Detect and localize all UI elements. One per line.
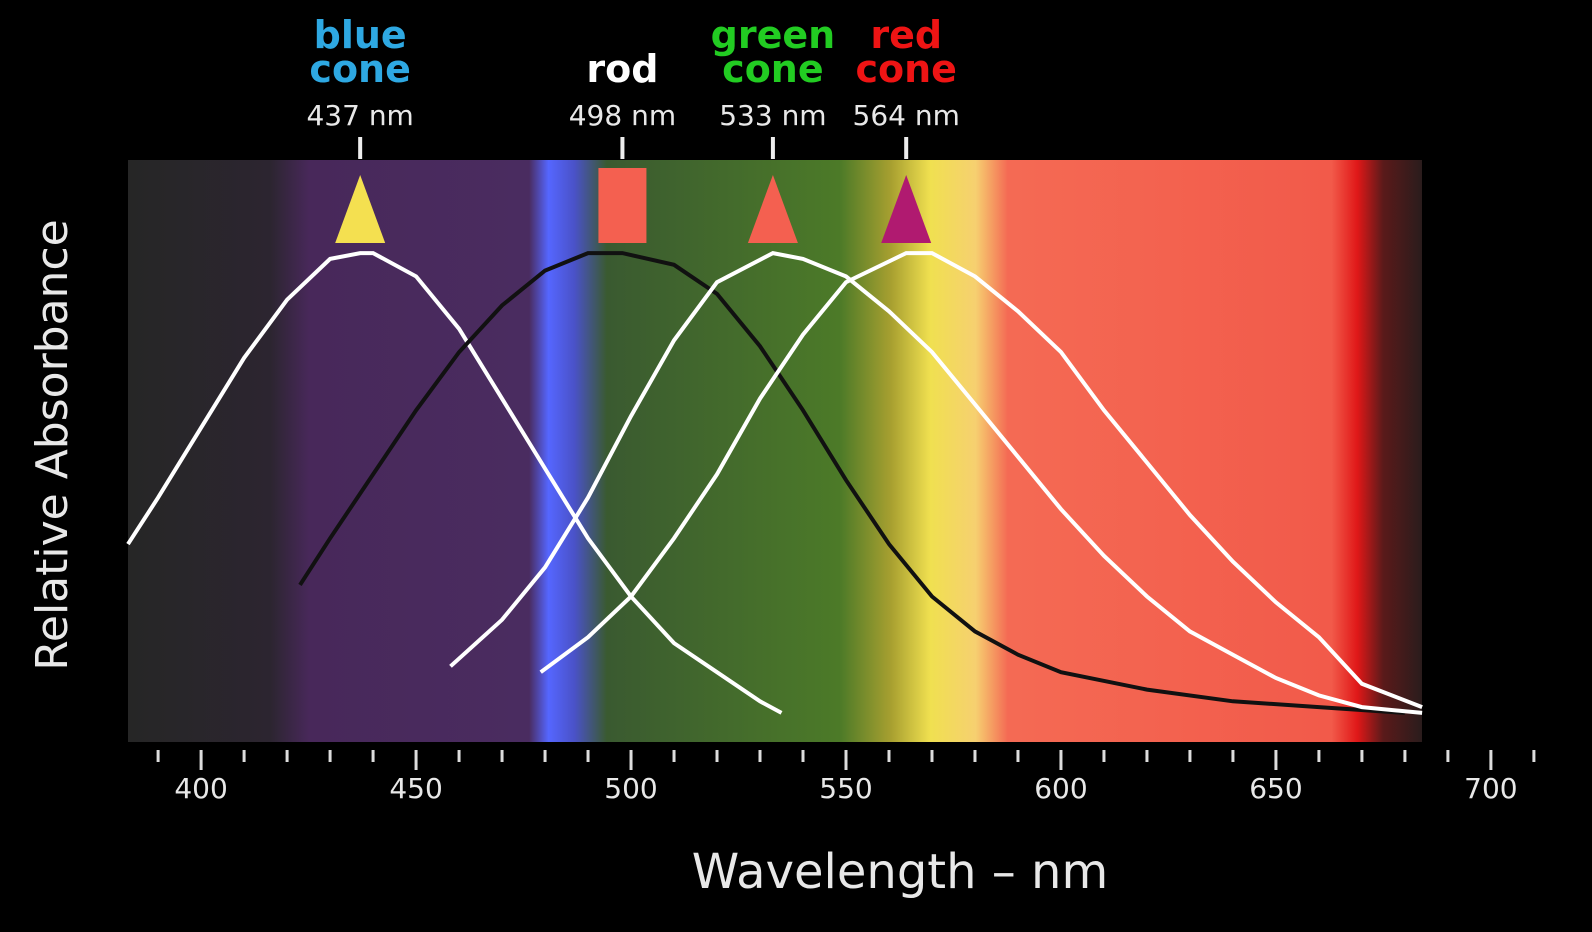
x-tick-label: 500 <box>604 772 657 805</box>
x-tick-label: 550 <box>819 772 872 805</box>
x-tick-label: 600 <box>1034 772 1087 805</box>
peak-marker <box>335 175 386 243</box>
peak-marker <box>598 168 647 243</box>
x-tick-label: 650 <box>1249 772 1302 805</box>
receptor-name: green cone <box>710 13 836 91</box>
peak-label: 564 nm <box>853 99 960 132</box>
spectrum-background <box>128 160 1422 742</box>
peak-marker <box>881 175 932 243</box>
absorbance-curve <box>449 251 1423 715</box>
peak-label: 437 nm <box>306 99 413 132</box>
receptor-name: red cone <box>855 13 957 91</box>
peak-label: 498 nm <box>569 99 676 132</box>
x-tick-label: 450 <box>389 772 442 805</box>
x-tick-label: 700 <box>1464 772 1517 805</box>
x-tick-label: 400 <box>174 772 227 805</box>
receptor-name: blue cone <box>309 13 411 91</box>
peak-label: 533 nm <box>719 99 826 132</box>
x-axis-label: Wavelength – nm <box>692 844 1108 900</box>
receptor-name: rod <box>586 47 659 91</box>
absorbance-curve <box>539 251 1423 709</box>
absorbance-curve <box>298 251 1406 715</box>
peak-marker <box>747 175 798 243</box>
absorbance-curve <box>126 251 783 715</box>
y-axis-label: Relative Absorbance <box>27 219 78 670</box>
